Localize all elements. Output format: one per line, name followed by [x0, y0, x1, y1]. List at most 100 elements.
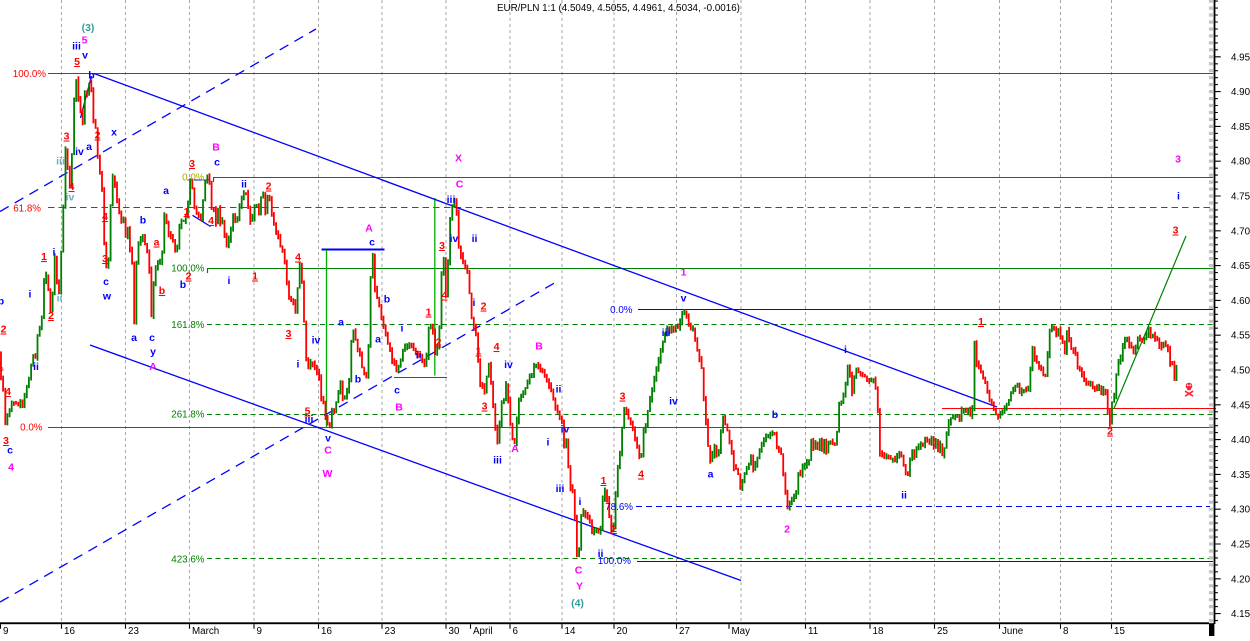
svg-text:EUR/PLN 1:1 (4.5049, 4.5055, 4: EUR/PLN 1:1 (4.5049, 4.5055, 4.4961, 4.5… — [497, 3, 740, 14]
svg-text:ii: ii — [57, 293, 63, 305]
svg-text:c: c — [214, 157, 220, 169]
svg-text:14: 14 — [565, 626, 576, 636]
svg-text:ii: ii — [416, 350, 422, 362]
svg-text:A: A — [149, 361, 157, 373]
svg-text:4.70: 4.70 — [1231, 226, 1250, 237]
svg-text:a: a — [163, 185, 169, 197]
svg-text:2: 2 — [436, 337, 442, 349]
svg-text:i: i — [401, 323, 404, 335]
svg-text:161.8%: 161.8% — [171, 320, 205, 331]
svg-text:iv: iv — [561, 424, 570, 436]
svg-text:i: i — [1177, 191, 1180, 203]
svg-text:v: v — [325, 433, 331, 445]
svg-text:4.60: 4.60 — [1231, 296, 1250, 307]
svg-text:ii: ii — [556, 384, 562, 396]
svg-text:4: 4 — [295, 252, 301, 264]
svg-text:iv: iv — [66, 192, 75, 204]
svg-text:a: a — [375, 334, 381, 346]
svg-text:i: i — [53, 247, 56, 259]
svg-text:4: 4 — [442, 290, 448, 302]
svg-text:iii: iii — [493, 455, 502, 467]
svg-text:a: a — [86, 141, 92, 153]
svg-text:May: May — [732, 626, 751, 636]
svg-text:4.20: 4.20 — [1231, 574, 1250, 585]
svg-text:W: W — [323, 468, 333, 480]
svg-text:ii: ii — [33, 361, 39, 373]
svg-text:8: 8 — [1063, 626, 1069, 636]
svg-text:100,0%: 100,0% — [171, 264, 205, 275]
svg-text:3: 3 — [1175, 154, 1181, 166]
svg-text:30: 30 — [449, 626, 460, 636]
svg-text:c: c — [394, 385, 400, 397]
svg-text:i: i — [579, 496, 582, 508]
svg-text:1: 1 — [681, 267, 687, 279]
svg-text:4.35: 4.35 — [1231, 470, 1250, 481]
svg-text:w: w — [102, 291, 112, 303]
svg-text:B: B — [395, 402, 403, 414]
svg-text:iii: iii — [72, 41, 81, 53]
svg-text:100.0%: 100.0% — [598, 556, 632, 567]
svg-text:4.50: 4.50 — [1231, 366, 1250, 377]
svg-text:4: 4 — [494, 341, 500, 353]
svg-text:4.95: 4.95 — [1231, 52, 1250, 63]
svg-text:18: 18 — [873, 626, 884, 636]
svg-text:b: b — [88, 70, 94, 82]
svg-text:2: 2 — [266, 181, 272, 193]
svg-text:b: b — [355, 374, 361, 386]
svg-text:2: 2 — [1107, 426, 1113, 438]
svg-text:A: A — [365, 223, 373, 235]
svg-text:v: v — [681, 293, 687, 305]
svg-text:iii: iii — [56, 156, 65, 168]
svg-text:3: 3 — [620, 391, 626, 403]
svg-text:Y: Y — [576, 581, 583, 593]
svg-text:5: 5 — [305, 406, 311, 418]
svg-text:9: 9 — [257, 626, 262, 636]
svg-text:4.45: 4.45 — [1231, 400, 1250, 411]
svg-text:1: 1 — [0, 360, 4, 372]
svg-text:16: 16 — [64, 626, 75, 636]
svg-text:iv: iv — [312, 335, 321, 347]
svg-text:i: i — [473, 297, 476, 309]
svg-text:78.6%: 78.6% — [605, 502, 633, 513]
svg-text:4: 4 — [102, 211, 108, 223]
svg-text:iii: iii — [447, 194, 456, 206]
svg-text:3: 3 — [439, 240, 445, 252]
svg-text:4.80: 4.80 — [1231, 157, 1250, 168]
svg-text:0.0%: 0.0% — [610, 305, 633, 316]
svg-text:June: June — [1002, 626, 1024, 636]
svg-text:a: a — [708, 469, 714, 481]
svg-text:ii: ii — [472, 233, 478, 245]
svg-text:3: 3 — [286, 328, 292, 340]
svg-text:1: 1 — [184, 206, 190, 218]
svg-text:i: i — [547, 437, 550, 449]
svg-text:March: March — [192, 626, 219, 636]
svg-text:1: 1 — [426, 307, 432, 319]
svg-text:c: c — [103, 276, 109, 288]
svg-text:iv: iv — [669, 396, 678, 408]
svg-text:20: 20 — [617, 626, 628, 636]
svg-text:2: 2 — [481, 301, 487, 313]
svg-text:23: 23 — [385, 626, 396, 636]
svg-text:B: B — [212, 142, 220, 154]
svg-text:ii: ii — [598, 548, 604, 560]
svg-text:4.75: 4.75 — [1231, 192, 1250, 203]
svg-text:15: 15 — [1114, 626, 1125, 636]
svg-text:0.0%: 0.0% — [182, 173, 205, 184]
svg-text:c: c — [7, 445, 13, 457]
svg-text:iii: iii — [556, 483, 565, 495]
svg-text:4.15: 4.15 — [1231, 609, 1250, 620]
svg-text:4: 4 — [638, 469, 644, 481]
svg-text:x: x — [111, 127, 117, 139]
svg-text:C: C — [575, 565, 583, 577]
svg-text:(3): (3) — [82, 22, 95, 34]
svg-text:2: 2 — [1, 324, 7, 336]
svg-text:1: 1 — [601, 475, 607, 487]
svg-text:100.0%: 100.0% — [13, 69, 47, 80]
svg-text:iv: iv — [450, 233, 459, 245]
svg-text:i: i — [844, 344, 847, 356]
svg-text:iii: iii — [305, 414, 314, 426]
svg-text:4.40: 4.40 — [1231, 435, 1250, 446]
svg-text:i: i — [297, 359, 300, 371]
svg-text:4.90: 4.90 — [1231, 87, 1250, 98]
svg-text:b: b — [140, 215, 146, 227]
